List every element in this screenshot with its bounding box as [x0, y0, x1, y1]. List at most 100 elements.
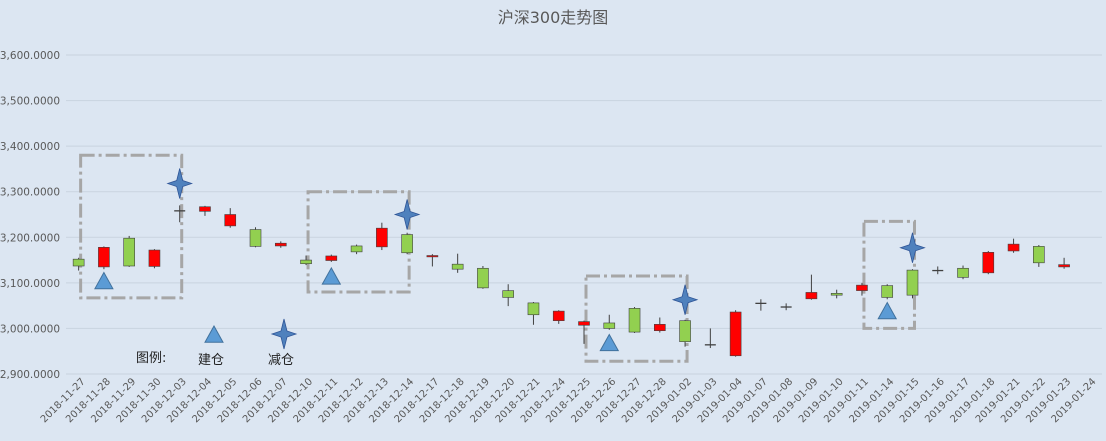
candle-body	[376, 227, 388, 248]
candle	[1033, 245, 1045, 267]
sell-marker-star	[166, 168, 193, 199]
candle	[552, 310, 565, 324]
candle	[982, 250, 995, 275]
candle-body	[1033, 246, 1045, 264]
sell-marker-star	[270, 318, 298, 350]
y-tick-label: 3,100.0000	[0, 278, 60, 290]
highlight-box	[79, 153, 184, 300]
candle-body	[249, 229, 262, 247]
candle-body	[729, 311, 742, 357]
candle-body	[1058, 264, 1070, 268]
candle-body	[578, 321, 590, 326]
candle	[881, 284, 894, 300]
y-tick-label: 3,000.0000	[0, 323, 60, 335]
candle	[906, 269, 919, 299]
y-tick-label: 3,300.0000	[0, 187, 60, 199]
candle	[704, 328, 716, 349]
candle	[249, 227, 262, 248]
candle	[502, 284, 514, 307]
highlight-box	[306, 190, 411, 294]
candle-body	[502, 290, 514, 298]
buy-marker-triangle	[599, 333, 620, 352]
candle-body	[477, 267, 489, 289]
candle-body	[982, 252, 995, 274]
candle	[830, 289, 843, 299]
candle	[174, 205, 186, 223]
candle	[679, 319, 691, 347]
candle-body	[527, 302, 540, 316]
y-tick-label: 3,400.0000	[0, 141, 60, 153]
candle	[274, 241, 287, 248]
candle-body	[881, 285, 894, 298]
candle-body	[805, 292, 818, 300]
candle-body	[148, 249, 161, 267]
candle	[628, 307, 641, 333]
candle-body	[552, 310, 565, 321]
candle-body	[401, 234, 413, 254]
candle-body	[603, 322, 616, 329]
candle-body	[451, 263, 464, 270]
candle-body	[325, 255, 338, 261]
buy-marker-triangle	[204, 324, 224, 343]
candle-body	[300, 259, 312, 265]
candle	[477, 265, 489, 289]
candle	[401, 232, 413, 255]
candle	[957, 265, 969, 280]
candle-body	[274, 242, 287, 247]
candle-body	[123, 237, 135, 267]
legend-label: 图例:	[136, 351, 166, 366]
y-tick-label: 2,900.0000	[0, 369, 60, 381]
candle	[805, 274, 818, 300]
candle	[578, 320, 590, 344]
x-axis: 2018-11-272018-11-282018-11-292018-11-30…	[39, 376, 1099, 425]
candle	[426, 254, 439, 267]
sell-marker-star	[899, 232, 926, 263]
candle	[780, 303, 792, 311]
candle	[123, 235, 135, 267]
candle-body	[679, 320, 691, 342]
candle-body	[830, 293, 843, 296]
y-tick-label: 3,600.0000	[0, 50, 60, 62]
candle-body	[224, 214, 237, 227]
candle	[350, 244, 363, 255]
y-tick-label: 3,200.0000	[0, 232, 60, 244]
sell-marker-star	[671, 284, 699, 315]
candle-body	[426, 255, 439, 258]
y-tick-label: 3,500.0000	[0, 96, 60, 108]
candle-body	[957, 267, 969, 278]
buy-marker-triangle	[321, 266, 342, 285]
candle	[729, 310, 742, 357]
candle	[1058, 257, 1070, 269]
legend-sell-label: 减仓	[268, 353, 294, 368]
y-axis: 2,900.0000 3,000.0000 3,100.0000 3,200.0000…	[0, 50, 60, 381]
highlight-boxes	[79, 153, 916, 363]
legend-buy-label: 建仓	[198, 353, 224, 368]
candle-body	[628, 308, 641, 333]
candle	[148, 249, 161, 269]
candle	[224, 208, 237, 228]
candle	[755, 299, 767, 311]
candle	[932, 266, 944, 275]
candle	[199, 205, 211, 216]
candle	[1007, 238, 1020, 253]
candle	[72, 257, 85, 271]
candle	[376, 222, 388, 251]
markers	[94, 168, 926, 352]
legend: 图例: 建仓 减仓	[136, 318, 298, 368]
candle-body	[72, 258, 85, 267]
sell-marker-star	[393, 199, 421, 230]
candle	[856, 282, 868, 296]
candle-body	[906, 269, 919, 296]
candle	[451, 253, 464, 273]
candle	[527, 301, 540, 325]
candle	[98, 246, 110, 270]
highlight-box	[584, 274, 689, 363]
buy-marker-triangle	[94, 271, 114, 290]
buy-marker-triangle	[877, 301, 898, 320]
candle	[300, 255, 312, 266]
candle-body	[856, 284, 868, 291]
candle-body	[98, 247, 110, 268]
candle	[654, 317, 666, 333]
candle	[603, 314, 616, 330]
